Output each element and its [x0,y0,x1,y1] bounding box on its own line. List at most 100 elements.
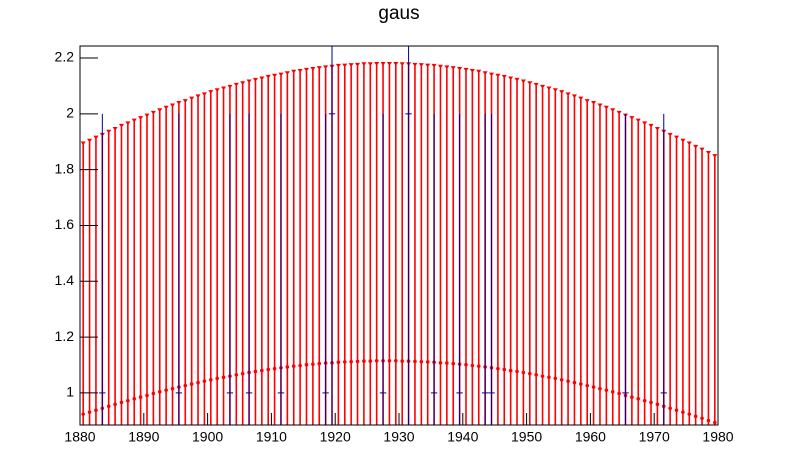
error-cap [310,67,316,72]
point [642,398,647,403]
point [151,391,156,396]
error-cap [361,62,367,67]
error-cap [221,86,227,91]
plot-area [80,46,718,425]
error-cap [252,77,258,82]
error-cap [348,63,354,68]
point [630,395,634,399]
error-cap [616,110,622,115]
point [547,375,551,380]
error-cap [131,118,137,123]
point [636,396,641,401]
point [445,361,449,365]
y-tick-label: 1.8 [55,160,75,176]
point [508,368,513,373]
point [240,371,245,376]
error-cap [118,123,124,128]
point [700,416,704,421]
point [425,360,430,364]
x-tick-label: 1940 [447,429,478,445]
point [196,380,200,385]
point [164,388,168,392]
point [591,385,596,389]
point [438,360,443,365]
point [476,364,481,368]
x-tick-label: 1880 [64,429,95,445]
error-cap [425,63,431,68]
point [502,367,507,372]
point [559,377,564,382]
error-cap [431,63,437,68]
error-cap [284,71,290,76]
point [470,363,475,368]
point [298,363,302,368]
error-cap [374,61,380,66]
point [706,418,711,423]
error-cap [125,121,131,126]
error-cap [705,151,711,156]
error-cap [380,61,386,66]
error-cap [303,67,309,72]
error-cap [412,62,418,67]
error-cap [150,110,156,115]
error-cap [386,61,392,66]
error-cap [667,132,673,137]
error-cap [323,65,329,70]
error-cap [201,92,207,97]
error-cap [699,147,705,152]
point [291,364,296,368]
error-cap [246,79,252,84]
error-cap [680,138,686,143]
x-tick-label: 1900 [192,429,223,445]
error-cap [87,138,93,143]
error-cap [629,116,635,121]
error-cap [444,65,450,70]
point [419,359,424,364]
point [693,414,698,419]
point [655,402,660,407]
y-tick-label: 2.2 [55,49,75,65]
point [713,420,717,425]
point [585,383,590,388]
error-cap [112,127,118,132]
point [668,406,672,411]
x-tick-label: 1910 [256,429,287,445]
error-cap [514,77,520,82]
point [604,388,609,392]
error-cap [508,76,514,81]
point [451,361,456,366]
error-cap [189,96,195,101]
error-cap [712,154,718,159]
point [464,362,468,367]
point [208,377,213,382]
x-tick-label: 1980 [702,429,733,445]
error-cap [520,79,526,84]
error-cap [208,90,214,95]
point [260,368,264,373]
point [81,412,85,416]
point [355,359,360,364]
point [94,408,98,413]
error-cap [559,90,565,95]
error-cap [540,84,546,89]
error-cap [195,94,201,99]
point [674,408,679,413]
error-cap [437,64,443,69]
error-cap [272,73,278,78]
error-cap [578,96,584,101]
error-cap [278,72,284,77]
point [119,400,124,405]
x-tick-label: 1950 [511,429,542,445]
point [527,371,532,376]
x-tick-label: 1970 [639,429,670,445]
point [221,375,226,380]
point [170,386,175,391]
point [374,359,379,363]
point [253,369,258,374]
error-cap [393,61,399,66]
error-cap [418,63,424,68]
error-cap [546,86,552,91]
point [566,379,570,383]
point [387,359,392,363]
